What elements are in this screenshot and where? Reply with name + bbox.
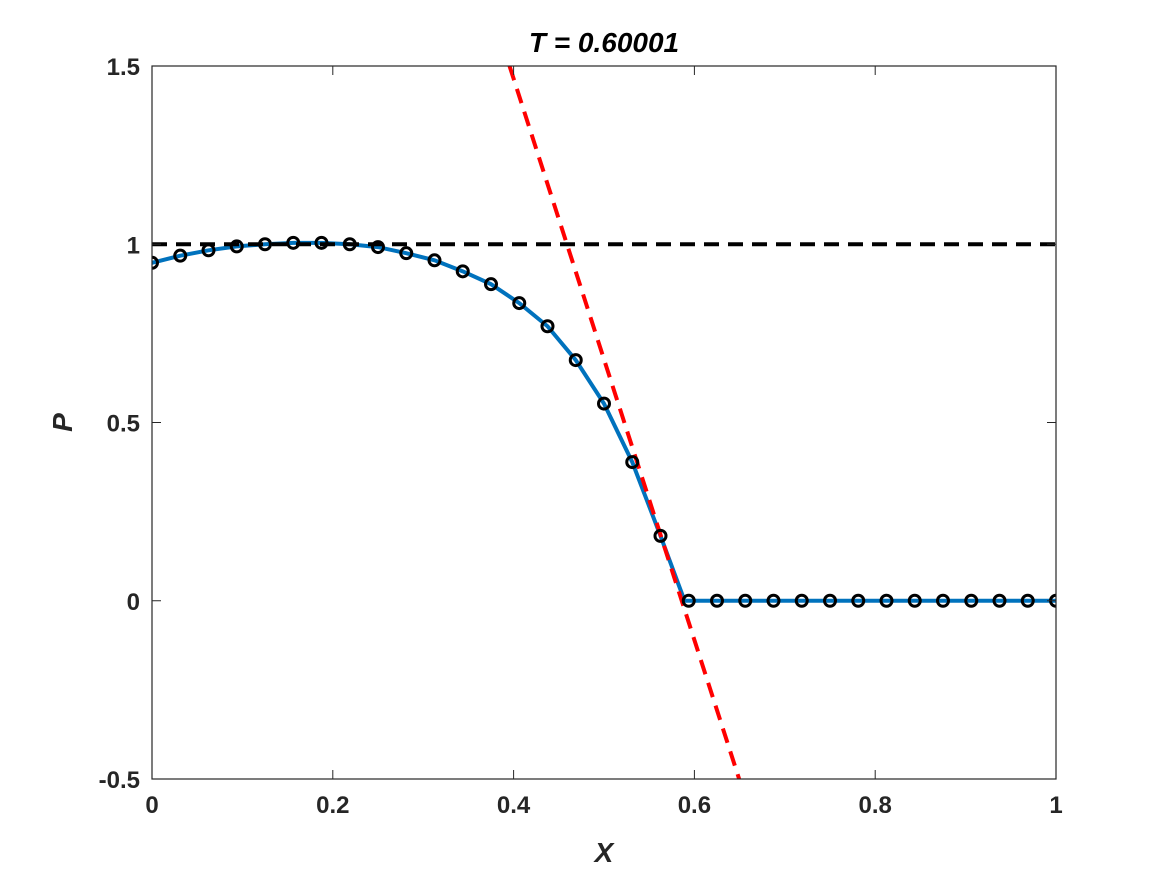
x-tick-label: 0.4 bbox=[497, 792, 531, 819]
y-tick-labels: -0.5 0 0.5 1 1.5 bbox=[99, 54, 140, 794]
marker-point bbox=[258, 237, 272, 252]
marker-point bbox=[710, 593, 724, 608]
marker-point bbox=[794, 593, 809, 608]
marker-point bbox=[766, 593, 781, 608]
tick-marks bbox=[151, 65, 1057, 780]
marker-point bbox=[964, 593, 979, 608]
plot-area bbox=[152, 66, 1056, 779]
y-tick-label: 0 bbox=[127, 589, 140, 616]
marker-point bbox=[314, 235, 329, 250]
marker-point bbox=[427, 253, 442, 268]
marker-point bbox=[455, 264, 470, 279]
marker-point bbox=[851, 593, 866, 608]
x-tick-label: 0 bbox=[145, 792, 158, 819]
marker-point bbox=[342, 237, 357, 252]
marker-point bbox=[681, 593, 696, 608]
x-tick-label: 1 bbox=[1049, 792, 1062, 819]
y-tick-label: 1.5 bbox=[107, 54, 140, 81]
marker-point bbox=[484, 277, 498, 292]
marker-point bbox=[229, 239, 244, 254]
marker-point bbox=[173, 248, 188, 263]
y-tick-label: 0.5 bbox=[107, 411, 140, 438]
y-tick-label: 1 bbox=[127, 232, 140, 259]
dashed-line-series-3 bbox=[507, 66, 742, 779]
marker-point bbox=[371, 240, 385, 255]
x-tick-label: 0.8 bbox=[859, 792, 892, 819]
marker-point bbox=[936, 593, 950, 608]
marker-point bbox=[201, 243, 216, 258]
x-axis-label: X bbox=[593, 837, 616, 868]
y-tick-label: -0.5 bbox=[99, 767, 140, 794]
marker-point bbox=[597, 396, 611, 411]
marker-point bbox=[823, 593, 837, 608]
chart-title: T = 0.60001 bbox=[529, 27, 679, 58]
x-tick-labels: 0 0.2 0.4 0.6 0.8 1 bbox=[145, 792, 1062, 819]
marker-point bbox=[738, 593, 753, 608]
y-axis-label: P bbox=[47, 413, 78, 432]
x-tick-label: 0.6 bbox=[678, 792, 711, 819]
axes-box bbox=[152, 66, 1056, 779]
marker-point bbox=[1020, 593, 1035, 608]
marker-point bbox=[625, 455, 640, 470]
axes-background bbox=[152, 66, 1056, 779]
marker-point bbox=[512, 296, 527, 311]
axes-frame bbox=[151, 65, 1057, 780]
x-tick-label: 0.2 bbox=[316, 792, 349, 819]
marker-point bbox=[879, 593, 894, 608]
marker-point bbox=[653, 528, 668, 543]
marker-point bbox=[568, 353, 583, 368]
marker-point bbox=[907, 593, 922, 608]
marker-point bbox=[992, 593, 1007, 608]
marker-point bbox=[399, 246, 414, 261]
marker-point bbox=[286, 235, 301, 250]
marker-point bbox=[540, 319, 555, 334]
marker-point bbox=[152, 255, 159, 270]
